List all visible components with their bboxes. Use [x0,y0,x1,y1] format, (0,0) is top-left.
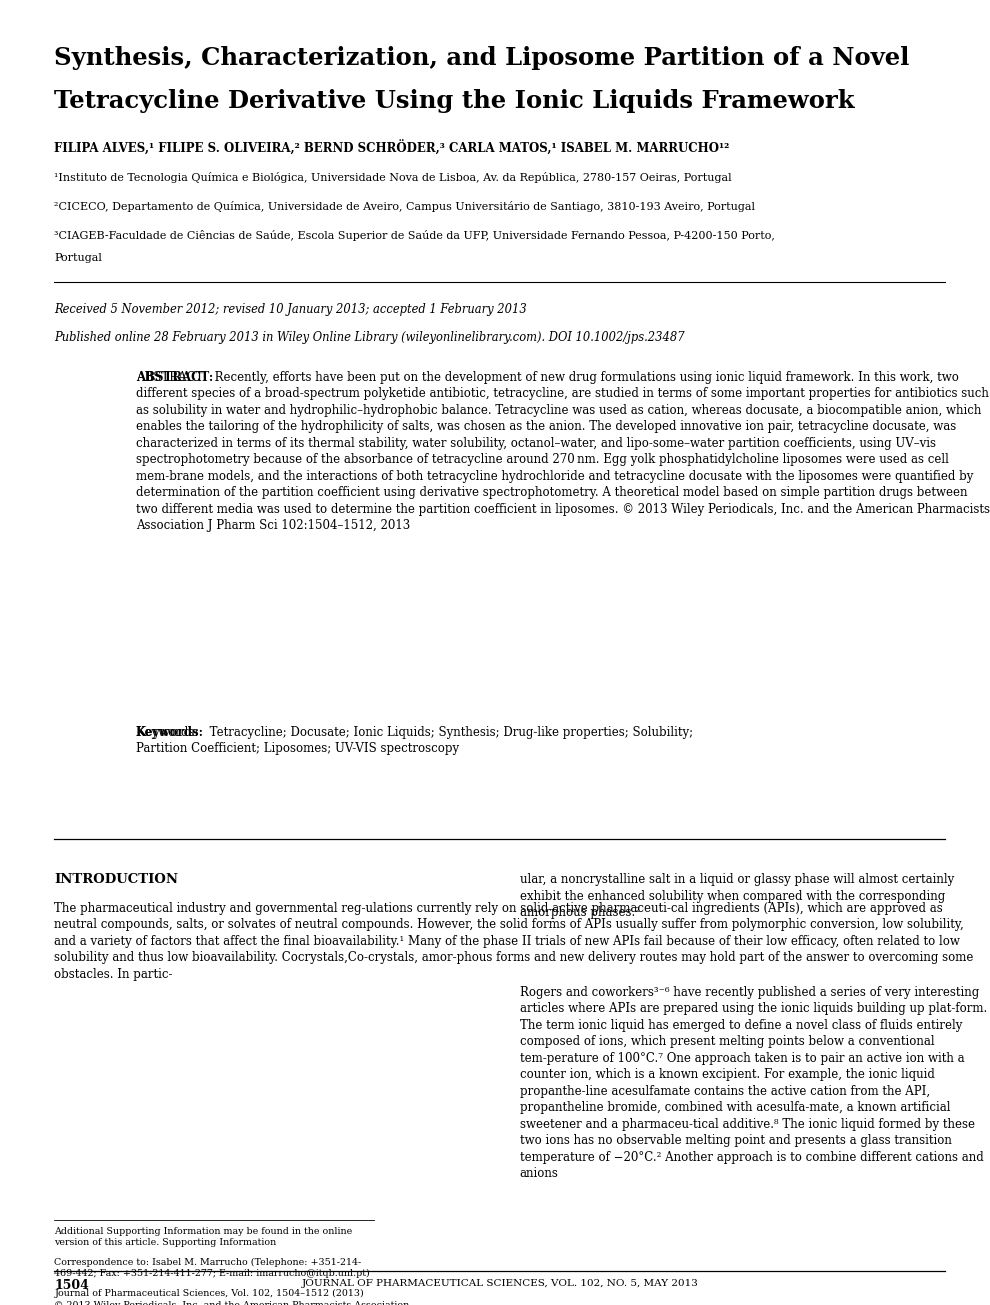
Text: ²CICECO, Departamento de Química, Universidade de Aveiro, Campus Universitário d: ²CICECO, Departamento de Química, Univer… [54,201,755,211]
Text: Journal of Pharmaceutical Sciences, Vol. 102, 1504–1512 (2013)
© 2013 Wiley Peri: Journal of Pharmaceutical Sciences, Vol.… [54,1289,410,1305]
Text: JOURNAL OF PHARMACEUTICAL SCIENCES, VOL. 102, NO. 5, MAY 2013: JOURNAL OF PHARMACEUTICAL SCIENCES, VOL.… [302,1279,698,1288]
Text: FILIPA ALVES,¹ FILIPE S. OLIVEIRA,² BERND SCHRÖDER,³ CARLA MATOS,¹ ISABEL M. MAR: FILIPA ALVES,¹ FILIPE S. OLIVEIRA,² BERN… [54,141,730,157]
Text: ABSTRACT:: ABSTRACT: [136,371,213,384]
Text: ¹Instituto de Tecnologia Química e Biológica, Universidade Nova de Lisboa, Av. d: ¹Instituto de Tecnologia Química e Bioló… [54,172,732,183]
Text: The pharmaceutical industry and governmental reg-ulations currently rely on soli: The pharmaceutical industry and governme… [54,902,974,981]
Text: ³CIAGEB-Faculdade de Ciências de Saúde, Escola Superior de Saúde da UFP, Univers: ³CIAGEB-Faculdade de Ciências de Saúde, … [54,230,775,240]
Text: 1504: 1504 [54,1279,89,1292]
Text: Tetracycline Derivative Using the Ionic Liquids Framework: Tetracycline Derivative Using the Ionic … [54,89,855,112]
Text: Published online 28 February 2013 in Wiley Online Library (wileyonlinelibrary.co: Published online 28 February 2013 in Wil… [54,331,685,345]
Text: ABSTRACT:  Recently, efforts have been put on the development of new drug formul: ABSTRACT: Recently, efforts have been pu… [136,371,990,532]
Text: Additional Supporting Information may be found in the online
version of this art: Additional Supporting Information may be… [54,1227,352,1246]
Text: ular, a noncrystalline salt in a liquid or glassy phase will almost certainly ex: ular, a noncrystalline salt in a liquid … [520,873,954,919]
Text: INTRODUCTION: INTRODUCTION [54,873,178,886]
Text: Portugal: Portugal [54,253,102,264]
Text: Correspondence to: Isabel M. Marrucho (Telephone: +351-214-
469-442; Fax: +351-2: Correspondence to: Isabel M. Marrucho (T… [54,1258,370,1279]
Text: Synthesis, Characterization, and Liposome Partition of a Novel: Synthesis, Characterization, and Liposom… [54,46,910,69]
Text: Received 5 November 2012; revised 10 January 2013; accepted 1 February 2013: Received 5 November 2012; revised 10 Jan… [54,303,528,316]
Text: Rogers and coworkers³⁻⁶ have recently published a series of very interesting art: Rogers and coworkers³⁻⁶ have recently pu… [520,985,987,1180]
Text: Keywords:   Tetracycline; Docusate; Ionic Liquids; Synthesis; Drug-like properti: Keywords: Tetracycline; Docusate; Ionic … [136,726,693,756]
Text: Keywords:: Keywords: [136,726,204,739]
